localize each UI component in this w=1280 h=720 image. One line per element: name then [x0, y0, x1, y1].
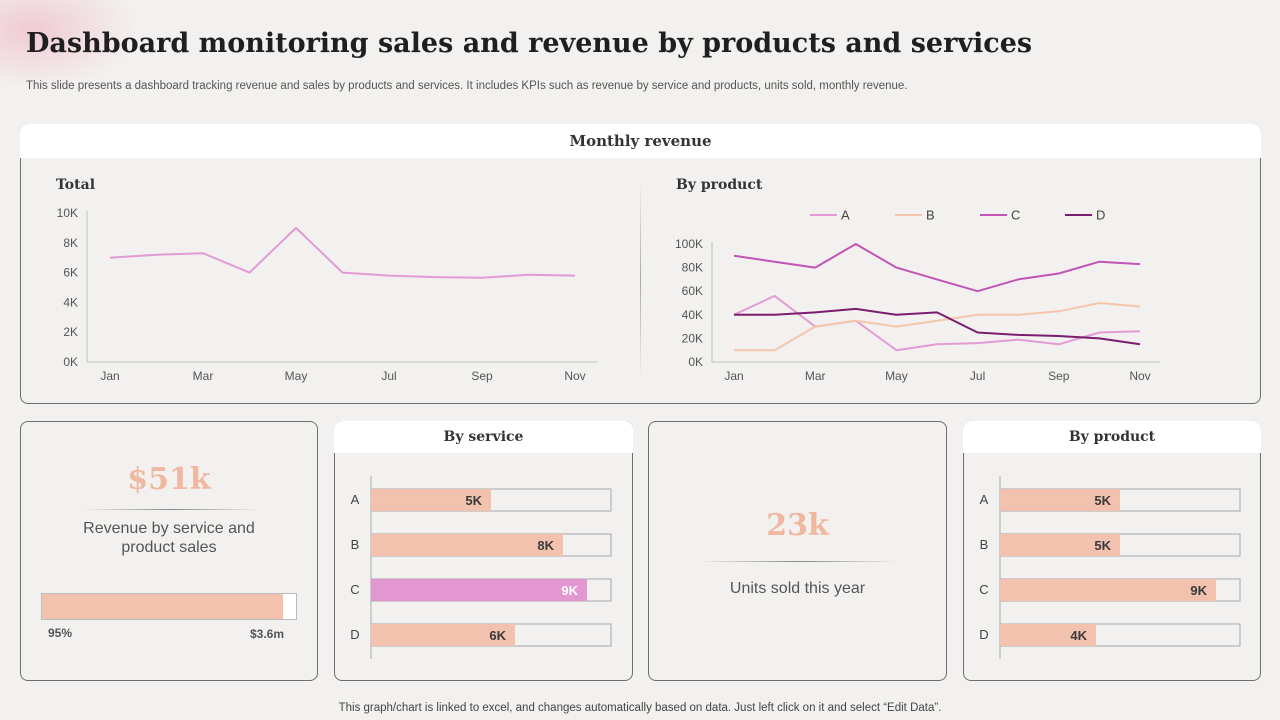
by-service-bar-chart[interactable]: A 5K B 8K C 9K D 6K	[335, 454, 632, 680]
monthly-revenue-panel: Monthly revenue Total By product	[20, 124, 1261, 404]
units-kpi-label: Units sold this year	[729, 580, 866, 597]
y-tick-label: 4K	[63, 295, 78, 309]
x-tick-label: Jul	[381, 369, 396, 383]
units-kpi-separator	[699, 561, 899, 562]
revenue-progress-bar	[41, 593, 297, 620]
by-product-line-chart[interactable]: 0K 20K 40K 60K 80K 100K Jan Mar May Jul Sep Nov A B C D	[665, 200, 1185, 390]
series-line-d	[734, 307, 1141, 346]
monthly-revenue-header: Monthly revenue	[20, 124, 1261, 158]
y-tick-label: 80K	[682, 261, 703, 275]
bar-value-label: 5K	[465, 493, 482, 508]
bar-category-label: D	[350, 627, 359, 642]
x-tick-label: Nov	[1129, 369, 1150, 383]
y-tick-label: 10K	[57, 206, 78, 220]
legend-label-a: A	[841, 208, 850, 223]
legend-label-d: D	[1096, 208, 1105, 223]
footer-note: This graph/chart is linked to excel, and…	[338, 702, 942, 714]
bar-c	[371, 579, 587, 601]
x-tick-label: Jan	[100, 369, 119, 383]
y-tick-label: 6K	[63, 266, 78, 280]
y-tick-label: 20K	[682, 331, 703, 345]
revenue-progress-fill	[42, 594, 284, 619]
by-product-bar-chart[interactable]: A 5K B 5K C 9K D 4K	[964, 454, 1260, 680]
y-tick-label: 60K	[682, 284, 703, 298]
bar-b	[371, 534, 563, 556]
revenue-progress-percent: 95%	[48, 626, 73, 640]
x-tick-label: Mar	[805, 369, 826, 383]
bar-a	[1000, 489, 1120, 511]
y-tick-label: 40K	[682, 308, 703, 322]
bar-a	[371, 489, 491, 511]
bar-value-label: 9K	[561, 583, 578, 598]
revenue-amount: $3.6m	[250, 627, 285, 641]
bar-d	[371, 624, 515, 646]
y-tick-label: 8K	[63, 236, 78, 250]
y-tick-label: 0K	[63, 355, 78, 369]
x-tick-label: Sep	[471, 369, 493, 383]
y-tick-label: 0K	[688, 355, 703, 369]
panel-divider	[640, 180, 641, 380]
bar-category-label: C	[350, 582, 359, 597]
by-product-bar-header: By product	[963, 421, 1261, 453]
bar-value-label: 4K	[1070, 628, 1087, 643]
bar-category-label: B	[351, 537, 360, 552]
bar-category-label: C	[979, 582, 988, 597]
y-tick-label: 2K	[63, 325, 78, 339]
bar-value-label: 9K	[1190, 583, 1207, 598]
revenue-kpi-panel: $51k Revenue by service and product sale…	[20, 421, 318, 681]
by-service-panel: By service A 5K B 8K C 9K D 6K	[334, 421, 633, 681]
bar-category-label: B	[980, 537, 989, 552]
revenue-kpi-label: Revenue by service and product sales	[83, 520, 255, 556]
x-tick-label: Nov	[564, 369, 585, 383]
bar-category-label: A	[351, 492, 360, 507]
x-tick-label: Mar	[193, 369, 214, 383]
bar-value-label: 8K	[537, 538, 554, 553]
x-tick-label: May	[285, 369, 308, 383]
legend-label-b: B	[926, 208, 935, 223]
page-subtitle: This slide presents a dashboard tracking…	[26, 80, 908, 92]
bar-value-label: 5K	[1094, 493, 1111, 508]
x-tick-label: May	[885, 369, 908, 383]
revenue-kpi-separator	[81, 509, 261, 510]
bar-d	[1000, 624, 1096, 646]
bar-category-label: A	[980, 492, 989, 507]
units-kpi-panel: 23k Units sold this year	[648, 421, 947, 681]
bar-value-label: 5K	[1094, 538, 1111, 553]
series-line-b	[734, 302, 1141, 352]
y-tick-label: 100K	[675, 237, 703, 251]
by-product-chart-title: By product	[676, 177, 763, 193]
units-kpi-value: 23k	[766, 508, 829, 543]
total-chart-title: Total	[56, 177, 96, 193]
series-line-a	[733, 294, 1141, 352]
total-line-chart[interactable]: 0K 2K 4K 6K 8K 10K Jan Mar May Jul Sep Nov	[40, 200, 610, 390]
by-service-header: By service	[334, 421, 633, 453]
x-tick-label: Sep	[1048, 369, 1070, 383]
bar-c	[1000, 579, 1216, 601]
page-title: Dashboard monitoring sales and revenue b…	[26, 28, 1033, 59]
series-line-c	[733, 243, 1141, 293]
series-line-total	[109, 226, 576, 279]
bar-b	[1000, 534, 1120, 556]
revenue-kpi-value: $51k	[127, 462, 211, 497]
legend-label-c: C	[1011, 208, 1020, 223]
bar-category-label: D	[979, 627, 988, 642]
x-tick-label: Jan	[724, 369, 743, 383]
bar-value-label: 6K	[489, 628, 506, 643]
by-product-bar-panel: By product A 5K B 5K C 9K D 4K	[963, 421, 1261, 681]
x-tick-label: Jul	[970, 369, 985, 383]
